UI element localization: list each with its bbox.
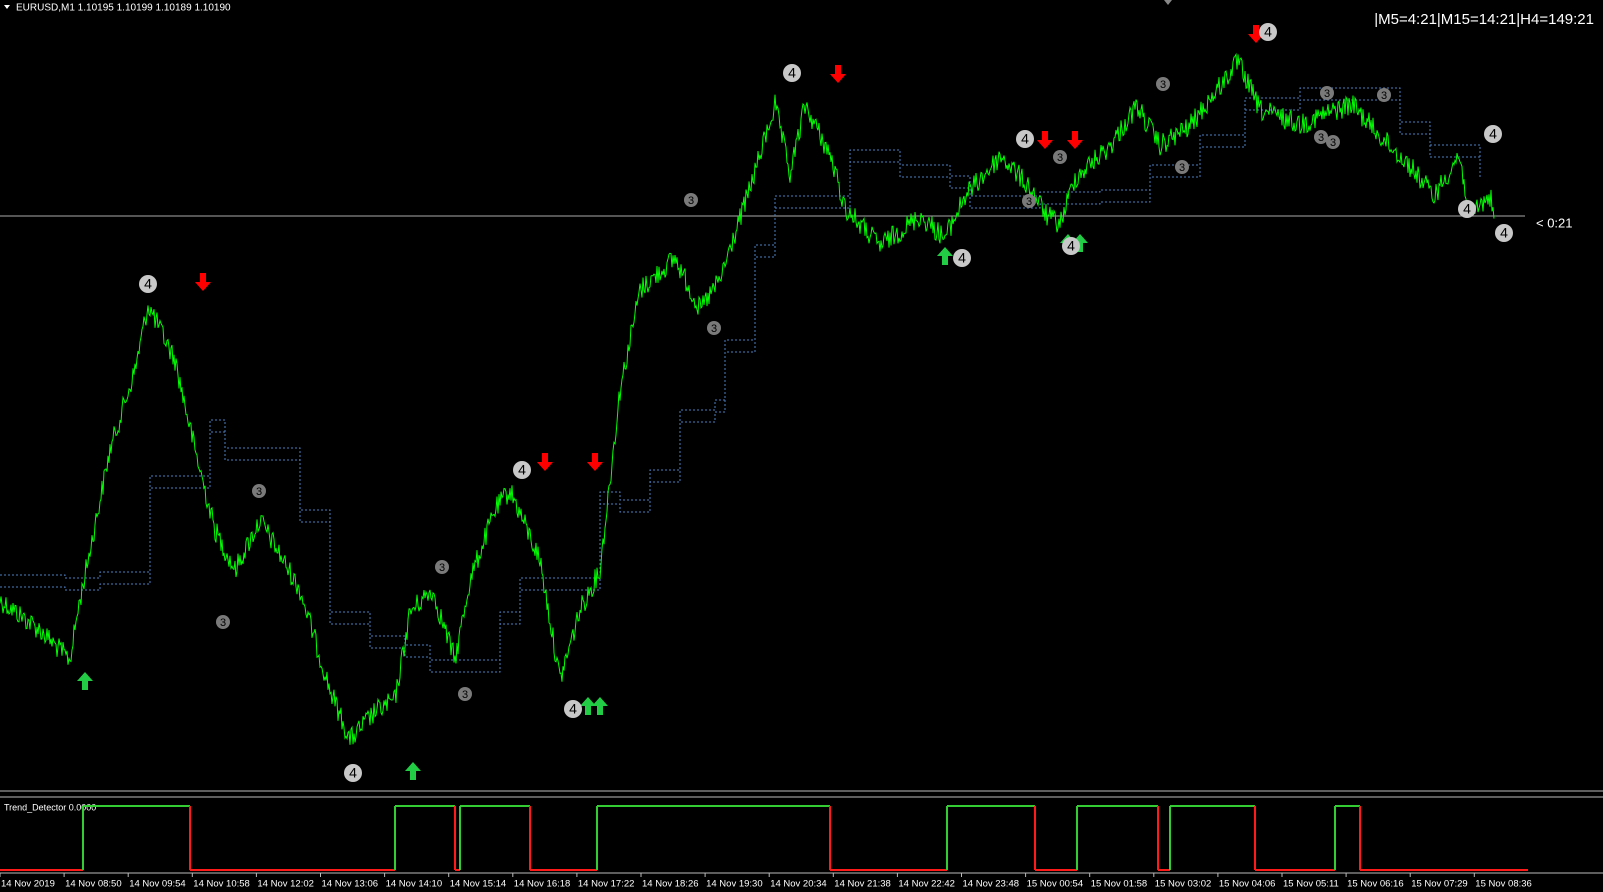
pattern-marker-label: 3 [1318,132,1324,144]
pattern-marker-label: 4 [958,250,966,266]
pattern-marker-label: 3 [462,689,468,701]
pattern-marker [1326,135,1340,149]
time-label: 14 Nov 18:26 [642,879,699,890]
pattern-marker [1495,224,1513,242]
pattern-marker-label: 3 [1026,196,1032,208]
time-label: 14 Nov 12:02 [257,879,314,890]
buy-arrow [580,697,596,715]
timer: |M5=4:21|M15=14:21|H4=149:21 [1374,11,1594,28]
pattern-marker [1022,194,1036,208]
pattern-marker-label: 3 [1160,79,1166,91]
sell-arrow [1037,131,1053,149]
pattern-marker [1016,130,1034,148]
pattern-marker [1053,150,1067,164]
time-label: 14 Nov 08:50 [65,879,122,890]
time-label: 15 Nov 03:02 [1155,879,1212,890]
time-label: 14 Nov 20:34 [770,879,827,890]
pattern-marker [564,700,582,718]
pattern-marker-label: 4 [1067,238,1075,254]
sell-arrow [587,453,603,471]
pattern-marker-label: 3 [1324,88,1330,100]
pattern-marker-label: 3 [688,195,694,207]
band-line [0,99,1481,673]
shift-marker[interactable] [1164,0,1172,5]
pattern-marker [953,249,971,267]
pattern-marker-label: 4 [1021,131,1029,147]
pattern-marker-label: 4 [1500,225,1508,241]
time-label: 14 Nov 15:14 [450,879,507,890]
pattern-marker [139,275,157,293]
time-label: 15 Nov 00:54 [1027,879,1084,890]
pattern-marker [684,193,698,207]
time-label: 14 Nov 2019 [1,879,55,890]
time-label: 14 Nov 14:10 [386,879,443,890]
pattern-marker-label: 4 [788,65,796,81]
time-label: 14 Nov 22:42 [898,879,955,890]
pattern-marker [1484,125,1502,143]
pattern-marker-label: 3 [1057,152,1063,164]
time-label: 15 Nov 05:11 [1283,879,1339,890]
pattern-marker-label: 3 [220,617,226,629]
pattern-marker-label: 4 [1489,126,1497,142]
time-label: 15 Nov 06:16 [1347,879,1404,890]
menu-triangle[interactable] [4,5,10,9]
buy-arrow [77,672,93,690]
pattern-marker [1156,77,1170,91]
pattern-marker [458,687,472,701]
buy-arrow [937,247,953,265]
time-label: 15 Nov 04:06 [1219,879,1276,890]
pattern-marker-label: 3 [1381,90,1387,102]
time-label: 15 Nov 08:36 [1475,879,1532,890]
pattern-marker-label: 4 [349,765,357,781]
sell-arrow [195,273,211,291]
time-label: 14 Nov 13:06 [322,879,379,890]
time-label: 14 Nov 09:54 [129,879,186,890]
pattern-marker [1377,88,1391,102]
indicator-label: Trend_Detector 0.0000 [4,802,96,812]
time-label: 14 Nov 16:18 [514,879,571,890]
pattern-marker [1175,160,1189,174]
bar-timer: < 0:21 [1536,215,1573,230]
pattern-marker-label: 3 [711,323,717,335]
sell-arrow [537,453,553,471]
pattern-marker [1062,237,1080,255]
price-line [0,52,1495,745]
pattern-marker [513,461,531,479]
time-label: 14 Nov 21:38 [834,879,891,890]
pattern-marker [783,64,801,82]
pattern-marker-label: 3 [1179,162,1185,174]
time-label: 15 Nov 01:58 [1091,879,1148,890]
pattern-marker-label: 3 [1330,137,1336,149]
pattern-marker-label: 4 [569,701,577,717]
pattern-marker [1259,23,1277,41]
buy-arrow [592,697,608,715]
buy-arrow [405,762,421,780]
pattern-marker [216,615,230,629]
buy-arrow [1072,234,1088,252]
pattern-marker [252,484,266,498]
pattern-marker-label: 4 [1264,24,1272,40]
sell-arrow [1067,131,1083,149]
time-label: 15 Nov 07:29 [1411,879,1468,890]
time-label: 14 Nov 23:48 [963,879,1020,890]
time-label: 14 Nov 17:22 [578,879,635,890]
pattern-marker [707,321,721,335]
pattern-marker-label: 3 [256,486,262,498]
pattern-marker-label: 3 [439,562,445,574]
pattern-marker [1314,130,1328,144]
time-label: 14 Nov 10:58 [193,879,250,890]
pattern-marker [344,764,362,782]
sell-arrow [1248,25,1264,43]
pattern-marker-label: 4 [1463,201,1471,217]
symbol-info: EURUSD,M1 1.10195 1.10199 1.10189 1.1019… [16,3,231,14]
sell-arrow [830,65,846,83]
pattern-marker-label: 4 [144,276,152,292]
time-label: 14 Nov 19:30 [706,879,763,890]
pattern-marker-label: 4 [518,462,526,478]
pattern-marker [1458,200,1476,218]
pattern-marker [435,560,449,574]
pattern-marker [1320,86,1334,100]
